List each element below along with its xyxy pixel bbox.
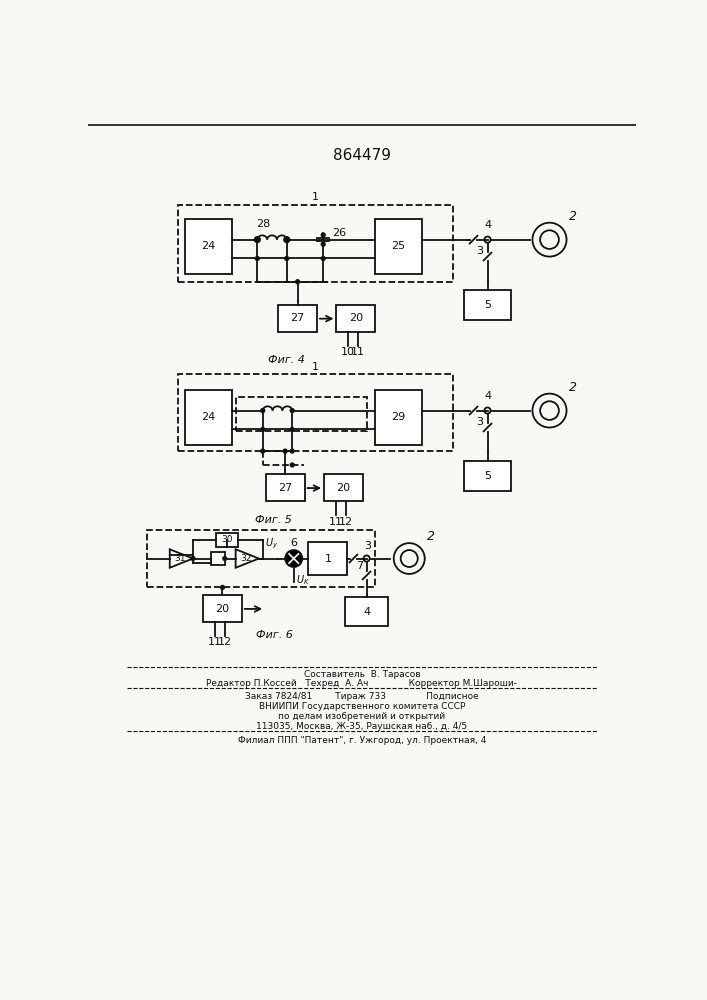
Text: 25: 25 [391,241,405,251]
Bar [235,397,368,431]
Text: 24: 24 [201,241,216,251]
Text: 28: 28 [257,219,271,229]
Text: $U_y$: $U_y$ [265,536,279,551]
Text: 4: 4 [484,391,491,401]
Text: Фиг. 6: Фиг. 6 [256,630,293,640]
Text: 27: 27 [278,483,293,493]
Text: 2: 2 [427,530,435,543]
Text: 11: 11 [208,637,222,647]
Text: Заказ 7824/81        Тираж 733              Подписное: Заказ 7824/81 Тираж 733 Подписное [245,692,479,701]
Text: 1: 1 [312,192,319,202]
Circle shape [255,257,259,260]
Circle shape [285,238,288,242]
Text: 31: 31 [174,554,185,563]
Bar [375,389,421,445]
Bar [185,389,232,445]
Text: 7: 7 [356,561,363,571]
Circle shape [321,257,325,260]
Text: 864479: 864479 [333,148,391,163]
Text: по делам изобретений и открытий: по делам изобретений и открытий [279,712,445,721]
Text: 113035, Москва, Ж-35, Раушская наб., д. 4/5: 113035, Москва, Ж-35, Раушская наб., д. … [257,722,467,731]
Circle shape [321,233,325,237]
Circle shape [255,238,259,242]
Circle shape [296,280,300,284]
Circle shape [291,409,294,412]
Circle shape [191,557,195,560]
Text: 27: 27 [291,313,305,323]
Bar [203,595,242,622]
Text: 11: 11 [329,517,343,527]
Bar [345,597,388,626]
Bar [375,219,421,274]
Circle shape [284,449,287,453]
Bar [177,374,452,451]
Bar [266,474,305,501]
Text: 1: 1 [312,362,319,372]
Bar [216,533,238,547]
Text: 29: 29 [391,412,406,422]
Bar [185,219,232,274]
Text: 2: 2 [569,210,577,223]
Bar [279,305,317,332]
Text: Составитель  В. Тарасов: Составитель В. Тарасов [303,670,420,679]
Text: 4: 4 [363,607,370,617]
Text: 4: 4 [484,220,491,230]
Text: 24: 24 [201,412,216,422]
Text: 20: 20 [216,604,230,614]
Text: 6: 6 [291,538,297,548]
Text: 30: 30 [221,535,233,544]
Text: Фиг. 4: Фиг. 4 [267,355,305,365]
Bar [146,530,375,587]
Circle shape [261,449,264,453]
Text: ВНИИПИ Государственного комитета СССР: ВНИИПИ Государственного комитета СССР [259,702,465,711]
Text: Филиал ППП "Патент", г. Ужгород, ул. Проектная, 4: Филиал ППП "Патент", г. Ужгород, ул. Про… [238,736,486,745]
Text: 3: 3 [365,541,372,551]
Text: 26: 26 [332,228,346,238]
Text: 1: 1 [325,554,332,564]
Circle shape [261,427,264,431]
Text: $U_K$: $U_K$ [296,573,310,587]
Text: 5: 5 [484,471,491,481]
Circle shape [291,463,294,467]
Bar [324,474,363,501]
Text: 20: 20 [337,483,351,493]
Bar [337,305,375,332]
Text: 5: 5 [484,300,491,310]
Circle shape [291,449,294,453]
Text: Редактор П.Коссей   Техред  А. Ач              Корректор М.Шароши-: Редактор П.Коссей Техред А. Ач Корректор… [206,679,518,688]
Circle shape [285,257,288,260]
Text: 12: 12 [218,637,232,647]
Circle shape [285,550,303,567]
Circle shape [321,242,325,246]
Circle shape [221,585,224,589]
Text: 12: 12 [339,517,353,527]
Text: 3: 3 [477,417,484,427]
Bar [177,205,452,282]
Text: 3: 3 [477,246,484,256]
Text: 2: 2 [569,381,577,394]
Bar [308,542,347,575]
Text: 32: 32 [240,554,252,563]
Text: 11: 11 [351,347,365,357]
Circle shape [223,557,227,560]
Bar [464,461,510,491]
Bar [211,552,225,565]
Text: Фиг. 5: Фиг. 5 [255,515,292,525]
Text: 20: 20 [349,313,363,323]
Text: 10: 10 [341,347,355,357]
Circle shape [291,427,294,431]
Bar [464,290,510,320]
Circle shape [261,409,264,412]
